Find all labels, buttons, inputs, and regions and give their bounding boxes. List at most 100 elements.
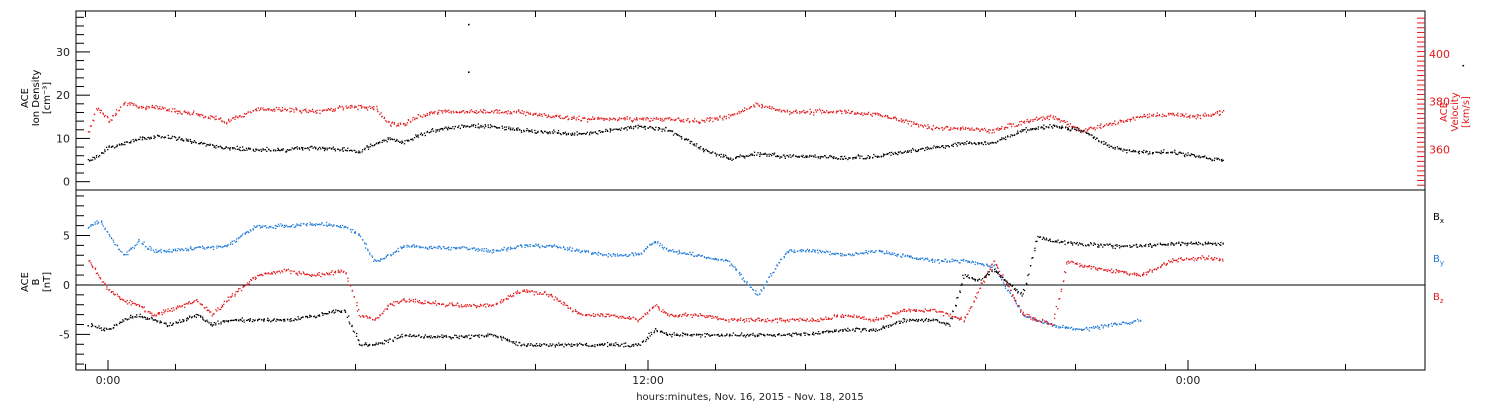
data-point: [1035, 320, 1037, 322]
data-point: [967, 313, 969, 315]
data-point: [203, 142, 205, 144]
data-point: [252, 229, 255, 231]
data-point: [1204, 112, 1206, 114]
data-point: [1035, 319, 1037, 322]
data-point: [1149, 151, 1151, 153]
data-point: [1044, 321, 1047, 323]
data-point: [803, 156, 805, 159]
data-point: [187, 140, 189, 142]
data-point: [283, 226, 285, 228]
data-point: [657, 129, 659, 131]
data-point: [894, 254, 896, 257]
data-point: [714, 118, 716, 120]
data-point: [641, 118, 643, 120]
data-point: [293, 148, 295, 150]
data-point: [802, 319, 804, 321]
data-point: [1130, 118, 1132, 120]
data-point: [1183, 116, 1185, 118]
data-point: [915, 149, 917, 151]
data-point: [815, 320, 817, 322]
data-point: [626, 118, 628, 120]
data-point: [946, 145, 948, 147]
data-point: [114, 244, 116, 246]
y-axis-title-b: ACEB[nT]: [20, 272, 53, 292]
data-point: [476, 112, 478, 114]
data-point: [766, 321, 768, 323]
data-point: [1187, 116, 1189, 118]
data-point: [460, 306, 463, 308]
data-point: [1207, 258, 1209, 260]
data-point: [151, 312, 153, 314]
data-point: [903, 308, 905, 311]
data-point: [923, 259, 925, 261]
data-point: [602, 254, 604, 256]
data-point: [539, 113, 541, 115]
data-point: [1094, 127, 1096, 129]
data-point: [254, 278, 256, 280]
data-point: [619, 254, 621, 256]
data-point: [145, 318, 147, 320]
data-point: [678, 135, 681, 137]
data-point: [772, 107, 774, 110]
data-point: [848, 157, 850, 159]
data-point: [805, 320, 807, 322]
data-point: [420, 336, 423, 338]
data-point: [1190, 153, 1192, 155]
data-point: [1090, 265, 1092, 268]
data-point: [920, 124, 922, 126]
data-point: [855, 252, 857, 254]
data-point: [127, 253, 129, 256]
data-point: [178, 319, 181, 321]
data-point: [647, 127, 649, 129]
data-point: [313, 146, 316, 148]
data-point: [736, 156, 738, 158]
data-point: [778, 262, 781, 264]
data-point: [1108, 144, 1110, 146]
data-point: [155, 314, 158, 316]
data-point: [477, 123, 479, 125]
data-point: [192, 301, 194, 304]
data-point: [474, 112, 477, 114]
data-point: [439, 128, 441, 130]
data-point: [967, 260, 970, 263]
data-point: [1140, 320, 1142, 322]
data-point: [649, 126, 651, 128]
data-point: [1080, 129, 1082, 131]
data-point: [554, 346, 556, 348]
data-point: [141, 243, 143, 245]
data-point: [795, 109, 797, 111]
data-point: [455, 247, 457, 249]
data-point: [157, 250, 159, 252]
data-point: [1027, 129, 1029, 131]
data-point: [1056, 125, 1058, 127]
data-point: [392, 253, 394, 255]
data-point: [854, 112, 856, 114]
data-point: [111, 291, 113, 293]
data-point: [572, 344, 575, 346]
data-point: [880, 317, 882, 319]
data-point: [442, 336, 444, 339]
data-point: [478, 334, 480, 336]
data-point: [356, 302, 358, 304]
data-point: [560, 247, 562, 249]
data-point: [904, 308, 906, 311]
data-point: [486, 303, 489, 305]
data-point: [782, 154, 785, 156]
data-point: [164, 250, 166, 252]
data-point: [658, 127, 661, 129]
data-point: [404, 300, 406, 302]
data-point: [858, 315, 860, 318]
data-point: [659, 242, 661, 245]
data-point: [711, 117, 713, 119]
data-point: [1042, 126, 1044, 129]
data-point: [912, 149, 915, 151]
data-point: [195, 246, 197, 249]
data-point: [1146, 274, 1148, 276]
data-point: [1218, 258, 1221, 260]
data-point: [379, 314, 381, 316]
data-point: [349, 229, 352, 231]
data-point: [892, 253, 894, 256]
data-point: [1133, 272, 1135, 274]
data-point: [663, 128, 665, 130]
data-point: [758, 105, 760, 107]
